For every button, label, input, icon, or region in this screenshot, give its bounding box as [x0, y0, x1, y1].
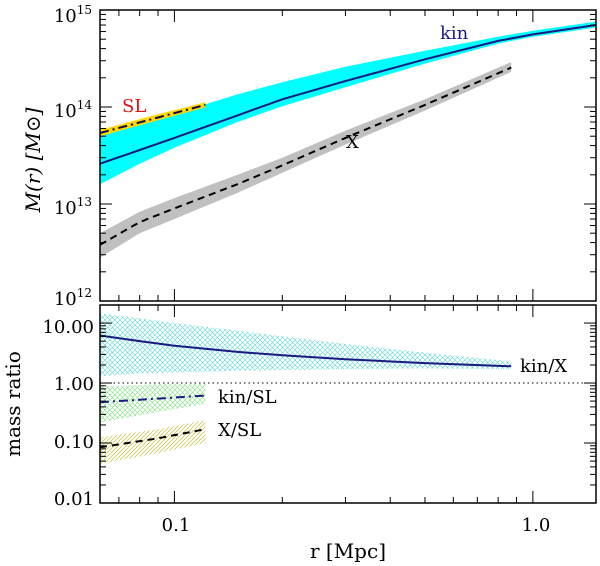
line-kin-x	[100, 334, 512, 368]
line-x-sl	[100, 428, 206, 449]
bottom-ytick-label-10: 10.00	[42, 317, 94, 338]
series-label-x-sl: X/SL	[218, 420, 261, 441]
top-ylabel: M(r) [M⊙]	[21, 107, 45, 213]
top-ytick-label-13: 1013	[54, 195, 92, 219]
xtick-label-1.0: 1.0	[522, 515, 551, 536]
top-ytick-label-15: 1015	[54, 3, 92, 27]
band-sl	[100, 102, 206, 137]
series-label-x: X	[346, 132, 359, 153]
bottom-ytick-label-1: 1.00	[54, 374, 94, 395]
band-x-sl	[100, 420, 206, 464]
band-kin-x	[100, 313, 512, 377]
band-kin-sl	[100, 384, 206, 423]
bottom-ytick-label-0.1: 0.10	[54, 432, 94, 453]
line-x	[100, 66, 512, 246]
xtick-label-0.1: 0.1	[162, 515, 191, 536]
band-kin	[100, 21, 596, 185]
series-label-kin-x: kin/X	[520, 356, 567, 377]
line-kin	[100, 24, 596, 165]
top-ytick-label-12: 1012	[54, 286, 92, 310]
top-ytick-label-14: 1014	[54, 98, 93, 122]
series-label-sl: SL	[122, 96, 146, 117]
line-sl	[100, 103, 206, 134]
bottom-ylabel: mass ratio	[1, 351, 25, 457]
line-kin-sl	[100, 394, 206, 404]
bottom-panel-frame	[99, 304, 597, 504]
bottom-ytick-label-0.01: 0.01	[54, 489, 94, 510]
xlabel: r [Mpc]	[310, 539, 386, 563]
series-label-kin: kin	[440, 23, 469, 44]
top-panel-frame	[99, 9, 597, 302]
series-label-kin-sl: kin/SL	[218, 387, 277, 408]
